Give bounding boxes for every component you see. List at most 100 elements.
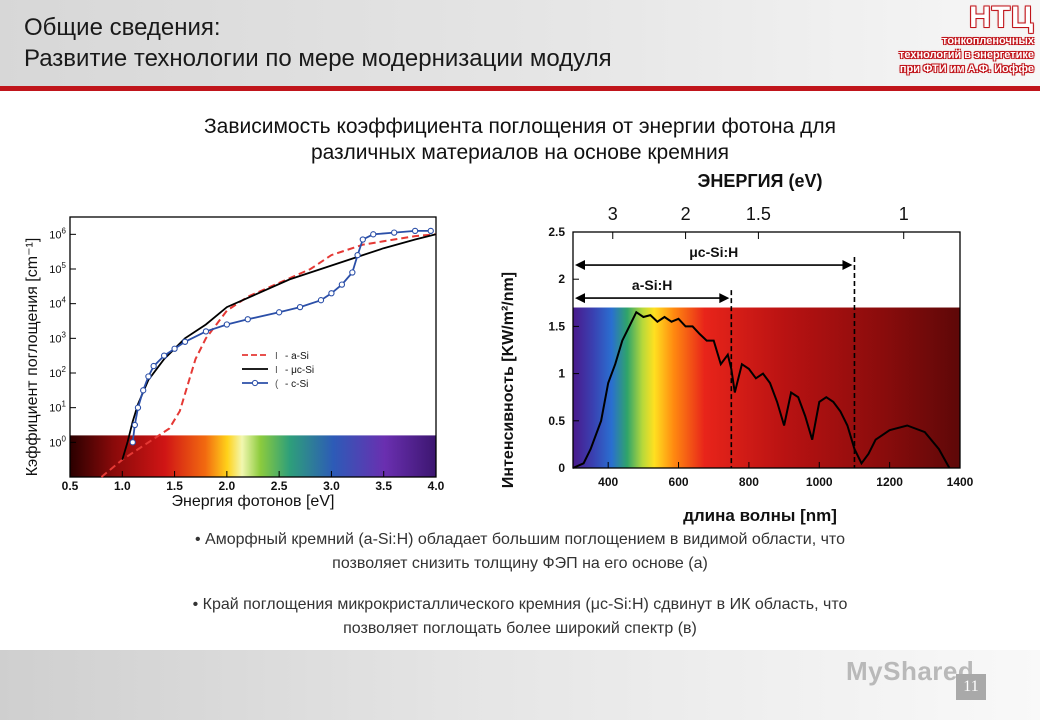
bullet-2-line2: позволяет поглощать более широкий спектр… bbox=[343, 620, 697, 637]
myshared-watermark: MyShared bbox=[846, 656, 975, 686]
a-series-point bbox=[296, 303, 304, 311]
b-y-tick-label: 2.5 bbox=[548, 225, 565, 239]
a-legend-marker bbox=[251, 379, 259, 387]
a-x-tick-label: 1.0 bbox=[114, 479, 131, 493]
b-y-tick-label: 1 bbox=[558, 367, 565, 381]
b-x-tick-label: 400 bbox=[598, 475, 618, 489]
b-arrow-head-left bbox=[575, 293, 585, 304]
a-series-point bbox=[427, 227, 434, 235]
header-title: Общие сведения: Развитие технологии по м… bbox=[24, 12, 612, 74]
header-band bbox=[0, 0, 1040, 86]
a-y-axis-label: Кэффициент поглощения [cm⁻¹] bbox=[24, 238, 41, 477]
a-x-tick-label: 2.5 bbox=[271, 479, 288, 493]
a-series-point bbox=[202, 328, 210, 335]
a-ticks: 0.5 1.0 1.5 2.0 2.5 3.0 3.5 4.0 100 101 102 103 104 1… bbox=[49, 226, 444, 493]
bullet-1-line2: позволяет снизить толщину ФЭП на его осн… bbox=[332, 555, 708, 572]
logo-line1: тонкопленочных bbox=[942, 35, 1034, 47]
a-legend-label: - a-Si bbox=[285, 351, 309, 362]
a-series-point bbox=[275, 309, 283, 316]
a-y-tick-label: 103 bbox=[49, 330, 66, 345]
b-markers: a-Si:H μc-Si:H bbox=[575, 244, 856, 468]
b-ticks: 400 600 800 1000 1200 1400 0 0.5 1 1.5 2 2.5 3 2 1.5 1 bbox=[548, 204, 973, 489]
a-y-tick-label: 101 bbox=[49, 400, 66, 415]
a-series-point bbox=[150, 362, 157, 370]
page-number: 11 bbox=[956, 674, 986, 700]
a-series-line-0 bbox=[100, 233, 437, 478]
b-energy-axis-title: ЭНЕРГИЯ (eV) bbox=[698, 171, 823, 191]
a-series-point bbox=[391, 229, 398, 236]
header-rule bbox=[0, 86, 1040, 91]
slide-heading-line2: различных материалов на основе кремния bbox=[310, 141, 730, 164]
absorption-chart: 0.5 1.0 1.5 2.0 2.5 3.0 3.5 4.0 100 101 102 103 104 1… bbox=[24, 216, 445, 510]
a-series-point bbox=[145, 373, 152, 380]
slide-heading: Зависимость коэффициента поглощения от э… bbox=[60, 114, 980, 166]
a-series-point bbox=[338, 281, 346, 288]
b-y-tick-label: 2 bbox=[558, 272, 565, 286]
b-spectrum-band bbox=[573, 307, 960, 468]
a-x-tick-label: 0.5 bbox=[62, 479, 79, 493]
a-plot-frame bbox=[69, 216, 437, 478]
a-series-point bbox=[354, 251, 361, 259]
bullet-1-line1: • Аморфный кремний (a-Si:H) обладает бол… bbox=[195, 531, 845, 548]
b-x-tick-label: 1000 bbox=[806, 475, 833, 489]
logo-abbr: НТЦ bbox=[969, 1, 1034, 34]
a-series-point bbox=[359, 236, 366, 243]
b-marker-label: a-Si:H bbox=[632, 277, 672, 293]
b-energy-tick-label: 1.5 bbox=[746, 204, 771, 224]
a-series-line-2 bbox=[131, 229, 431, 443]
a-series-point bbox=[134, 404, 142, 411]
a-y-tick-label: 105 bbox=[49, 261, 66, 276]
bullet-1: • Аморфный кремний (a-Si:H) обладает бол… bbox=[60, 528, 980, 576]
b-energy-tick-label: 3 bbox=[608, 204, 618, 224]
slide-heading-line1: Зависимость коэффициента поглощения от э… bbox=[203, 115, 837, 138]
a-series-point bbox=[223, 321, 231, 328]
a-series-point bbox=[328, 290, 335, 297]
logo-line2: технологий в энергетике bbox=[899, 49, 1034, 61]
b-energy-tick-label: 1 bbox=[899, 204, 909, 224]
b-arrow-head-right bbox=[842, 260, 853, 271]
a-y-tick-label: 102 bbox=[49, 365, 66, 380]
b-arrow-head-left bbox=[575, 260, 585, 271]
b-y-tick-label: 0 bbox=[558, 461, 565, 475]
b-x-tick-label: 1200 bbox=[876, 475, 903, 489]
header-title-line1: Общие сведения: bbox=[24, 14, 221, 41]
b-x-tick-label: 800 bbox=[739, 475, 759, 489]
a-series-point bbox=[171, 345, 178, 352]
a-legend-mark: I bbox=[275, 365, 278, 376]
a-legend-label: - μc-Si bbox=[285, 365, 314, 376]
a-series-point bbox=[129, 439, 136, 446]
a-series-point bbox=[411, 227, 419, 235]
b-x-tick-label: 600 bbox=[669, 475, 689, 489]
a-series-point bbox=[181, 338, 189, 345]
logo-line3: при ФТИ им А.Ф. Иоффе bbox=[899, 63, 1034, 75]
a-x-tick-label: 3.0 bbox=[323, 479, 340, 493]
a-legend: I - a-Si I - μc-Si ( - c-Si bbox=[242, 351, 314, 390]
a-y-tick-label: 100 bbox=[49, 434, 66, 449]
a-series-point bbox=[140, 387, 147, 394]
b-plot-frame bbox=[572, 231, 961, 469]
bullet-2-line1: • Край поглощения микрокристаллического … bbox=[192, 596, 848, 613]
a-x-tick-label: 4.0 bbox=[428, 479, 445, 493]
a-series-point bbox=[131, 421, 138, 429]
a-series-point bbox=[370, 231, 377, 238]
b-x-tick-label: 1400 bbox=[947, 475, 974, 489]
a-legend-mark: I bbox=[275, 351, 278, 362]
a-legend-mark: ( bbox=[275, 379, 279, 390]
b-x-axis-label: длина волны [nm] bbox=[683, 506, 837, 525]
a-y-tick-label: 106 bbox=[49, 226, 66, 241]
b-y-tick-label: 1.5 bbox=[548, 319, 565, 333]
bullet-2: • Край поглощения микрокристаллического … bbox=[60, 593, 980, 641]
a-x-tick-label: 2.0 bbox=[219, 479, 236, 493]
a-curves bbox=[100, 227, 437, 478]
a-series-point bbox=[349, 269, 356, 276]
a-x-tick-label: 1.5 bbox=[166, 479, 183, 493]
a-series-point bbox=[317, 297, 325, 304]
a-series-line-1 bbox=[121, 233, 437, 460]
a-series-point bbox=[244, 316, 251, 323]
a-legend-label: - c-Si bbox=[285, 379, 308, 390]
b-marker-label: μc-Si:H bbox=[689, 244, 738, 260]
header-title-line2: Развитие технологии по мере модернизации… bbox=[24, 45, 612, 72]
a-spectrum-band bbox=[70, 435, 436, 477]
